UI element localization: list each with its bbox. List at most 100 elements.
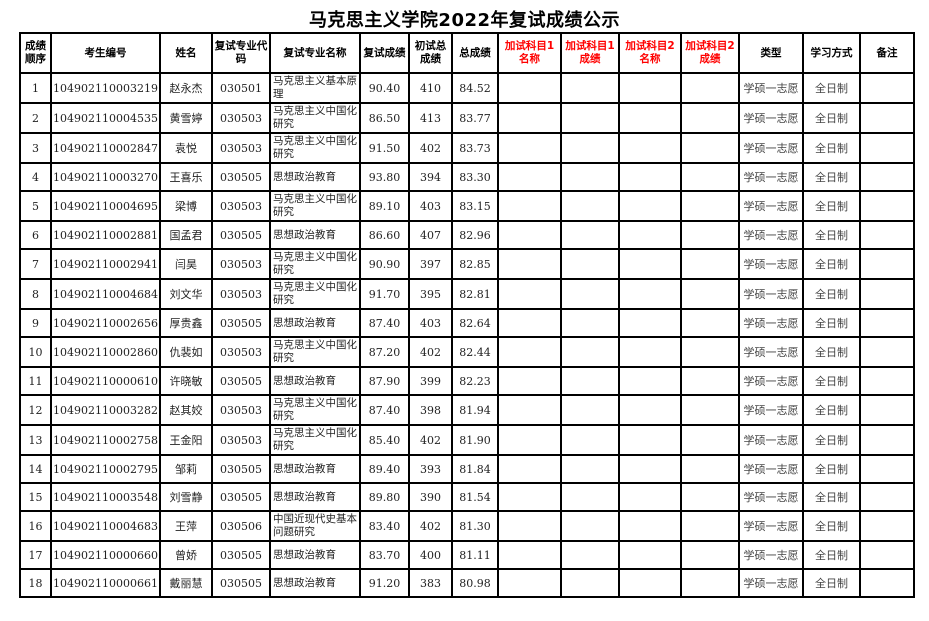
cell-major-name: 思想政治教育 bbox=[268, 308, 361, 338]
column-header-name: 姓名 bbox=[158, 32, 213, 74]
column-header-extra2-score: 加试科目2成绩 bbox=[679, 32, 740, 74]
cell-study-mode: 全日制 bbox=[801, 424, 861, 456]
cell-study-mode: 全日制 bbox=[801, 190, 861, 222]
cell-remarks bbox=[858, 220, 915, 250]
cell-exam-id: 104902110000610 bbox=[50, 366, 161, 396]
cell-retest-score: 86.60 bbox=[358, 220, 410, 250]
cell-extra2-score bbox=[679, 424, 740, 456]
cell-initial-score: 394 bbox=[407, 162, 453, 192]
cell-total-score: 82.96 bbox=[450, 220, 499, 250]
cell-major-name: 思想政治教育 bbox=[268, 482, 361, 512]
cell-total-score: 80.98 bbox=[450, 568, 499, 598]
cell-initial-score: 403 bbox=[407, 190, 453, 222]
cell-type: 学硕一志愿 bbox=[737, 424, 804, 456]
cell-exam-id: 104902110002847 bbox=[50, 132, 161, 164]
cell-remarks bbox=[858, 72, 915, 104]
cell-major-name: 马克思主义中国化研究 bbox=[268, 336, 361, 368]
cell-major-name: 思想政治教育 bbox=[268, 162, 361, 192]
cell-total-score: 82.85 bbox=[450, 248, 499, 280]
cell-study-mode: 全日制 bbox=[801, 568, 861, 598]
cell-name: 许晓敏 bbox=[158, 366, 213, 396]
cell-extra1-name bbox=[496, 248, 562, 280]
cell-name: 梁博 bbox=[158, 190, 213, 222]
cell-type: 学硕一志愿 bbox=[737, 568, 804, 598]
cell-name: 王萍 bbox=[158, 510, 213, 542]
cell-extra2-score bbox=[679, 510, 740, 542]
column-header-remarks: 备注 bbox=[858, 32, 915, 74]
cell-study-mode: 全日制 bbox=[801, 132, 861, 164]
cell-extra2-name bbox=[617, 72, 682, 104]
cell-extra1-name bbox=[496, 132, 562, 164]
cell-major-code: 030503 bbox=[210, 424, 271, 456]
cell-exam-id: 104902110002860 bbox=[50, 336, 161, 368]
score-table: 成绩顺序 考生编号 姓名 复试专业代码 复试专业名称 复试成绩 初试总成绩 总成绩 加试科目1名… bbox=[19, 32, 915, 598]
cell-rank: 12 bbox=[19, 394, 52, 426]
cell-study-mode: 全日制 bbox=[801, 454, 861, 484]
cell-study-mode: 全日制 bbox=[801, 366, 861, 396]
cell-rank: 4 bbox=[19, 162, 52, 192]
cell-remarks bbox=[858, 568, 915, 598]
cell-exam-id: 104902110004683 bbox=[50, 510, 161, 542]
cell-retest-score: 91.70 bbox=[358, 278, 410, 310]
table-row: 8 104902110004684 刘文华 030503 马克思主义中国化研究 91.70… bbox=[19, 278, 915, 310]
cell-major-name: 思想政治教育 bbox=[268, 568, 361, 598]
cell-remarks bbox=[858, 394, 915, 426]
table-row: 3 104902110002847 袁悦 030503 马克思主义中国化研究 91.50 4… bbox=[19, 132, 915, 164]
cell-study-mode: 全日制 bbox=[801, 72, 861, 104]
column-header-study-mode: 学习方式 bbox=[801, 32, 861, 74]
cell-remarks bbox=[858, 482, 915, 512]
cell-extra2-score bbox=[679, 132, 740, 164]
cell-extra1-score bbox=[559, 308, 620, 338]
cell-remarks bbox=[858, 366, 915, 396]
cell-major-name: 思想政治教育 bbox=[268, 220, 361, 250]
table-row: 6 104902110002881 国孟君 030505 思想政治教育 86.60 407 8… bbox=[19, 220, 915, 250]
table-row: 11 104902110000610 许晓敏 030505 思想政治教育 87.90 399… bbox=[19, 366, 915, 396]
cell-major-name: 马克思主义中国化研究 bbox=[268, 248, 361, 280]
cell-total-score: 81.94 bbox=[450, 394, 499, 426]
cell-major-code: 030505 bbox=[210, 482, 271, 512]
cell-remarks bbox=[858, 308, 915, 338]
cell-name: 国孟君 bbox=[158, 220, 213, 250]
cell-extra1-name bbox=[496, 220, 562, 250]
table-row: 5 104902110004695 梁博 030503 马克思主义中国化研究 89.10 4… bbox=[19, 190, 915, 222]
cell-retest-score: 91.20 bbox=[358, 568, 410, 598]
cell-retest-score: 90.90 bbox=[358, 248, 410, 280]
cell-retest-score: 93.80 bbox=[358, 162, 410, 192]
cell-exam-id: 104902110002795 bbox=[50, 454, 161, 484]
cell-extra1-score bbox=[559, 366, 620, 396]
cell-extra2-name bbox=[617, 454, 682, 484]
column-header-initial-score: 初试总成绩 bbox=[407, 32, 453, 74]
cell-major-code: 030503 bbox=[210, 248, 271, 280]
cell-extra2-score bbox=[679, 394, 740, 426]
cell-extra1-score bbox=[559, 278, 620, 310]
column-header-extra1-score: 加试科目1成绩 bbox=[559, 32, 620, 74]
cell-rank: 5 bbox=[19, 190, 52, 222]
cell-initial-score: 402 bbox=[407, 510, 453, 542]
table-row: 16 104902110004683 王萍 030506 中国近现代史基本问题研究 83.… bbox=[19, 510, 915, 542]
cell-extra1-score bbox=[559, 336, 620, 368]
cell-name: 邹莉 bbox=[158, 454, 213, 484]
cell-extra2-name bbox=[617, 366, 682, 396]
cell-extra1-score bbox=[559, 568, 620, 598]
cell-remarks bbox=[858, 102, 915, 134]
cell-major-code: 030503 bbox=[210, 102, 271, 134]
cell-extra2-name bbox=[617, 190, 682, 222]
cell-extra2-name bbox=[617, 510, 682, 542]
cell-name: 刘文华 bbox=[158, 278, 213, 310]
cell-extra1-name bbox=[496, 72, 562, 104]
cell-extra2-score bbox=[679, 162, 740, 192]
cell-rank: 7 bbox=[19, 248, 52, 280]
cell-rank: 1 bbox=[19, 72, 52, 104]
cell-extra2-score bbox=[679, 308, 740, 338]
column-header-exam-id: 考生编号 bbox=[50, 32, 161, 74]
cell-remarks bbox=[858, 336, 915, 368]
cell-study-mode: 全日制 bbox=[801, 540, 861, 570]
cell-extra2-score bbox=[679, 220, 740, 250]
cell-study-mode: 全日制 bbox=[801, 220, 861, 250]
cell-major-name: 思想政治教育 bbox=[268, 454, 361, 484]
cell-extra2-score bbox=[679, 482, 740, 512]
cell-name: 王金阳 bbox=[158, 424, 213, 456]
cell-exam-id: 104902110000660 bbox=[50, 540, 161, 570]
cell-extra1-score bbox=[559, 102, 620, 134]
cell-extra1-score bbox=[559, 482, 620, 512]
